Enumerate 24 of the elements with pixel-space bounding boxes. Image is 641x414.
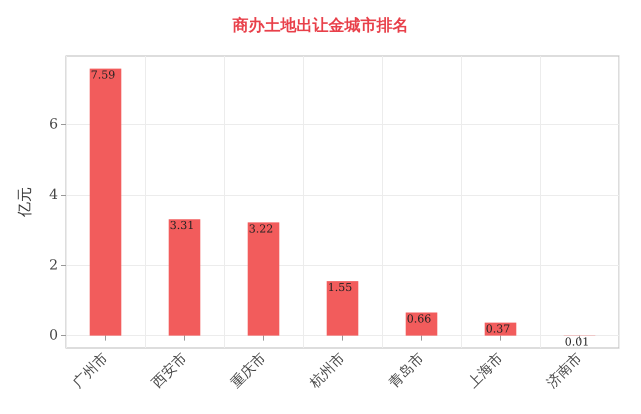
x-tick-label: 济南市 [544,350,586,392]
data-label: 3.22 [248,222,274,236]
bar [248,222,280,336]
bar [168,219,200,336]
data-label: 0.01 [564,335,590,348]
x-tick-label: 广州市 [70,350,112,392]
bar [90,68,122,336]
y-tick-label: 2 [49,257,58,274]
x-tick-label: 西安市 [149,350,190,392]
chart-title: 商办土地出让金城市排名 [232,16,408,34]
y-tick-label: 4 [49,186,58,203]
y-tick-label: 6 [49,116,58,133]
data-label: 7.59 [90,68,116,82]
x-tick-label: 上海市 [465,350,506,392]
x-tick-label: 重庆市 [228,350,270,392]
x-tick-label: 杭州市 [306,350,348,392]
data-label: 0.37 [486,322,510,336]
data-label: 1.55 [328,281,352,294]
bar [326,281,358,336]
y-axis-title: 亿元 [16,187,34,218]
data-label: 3.31 [170,219,194,232]
data-label: 0.66 [406,312,432,326]
x-tick-label: 青岛市 [386,350,428,392]
y-tick-label: 0 [49,328,58,344]
